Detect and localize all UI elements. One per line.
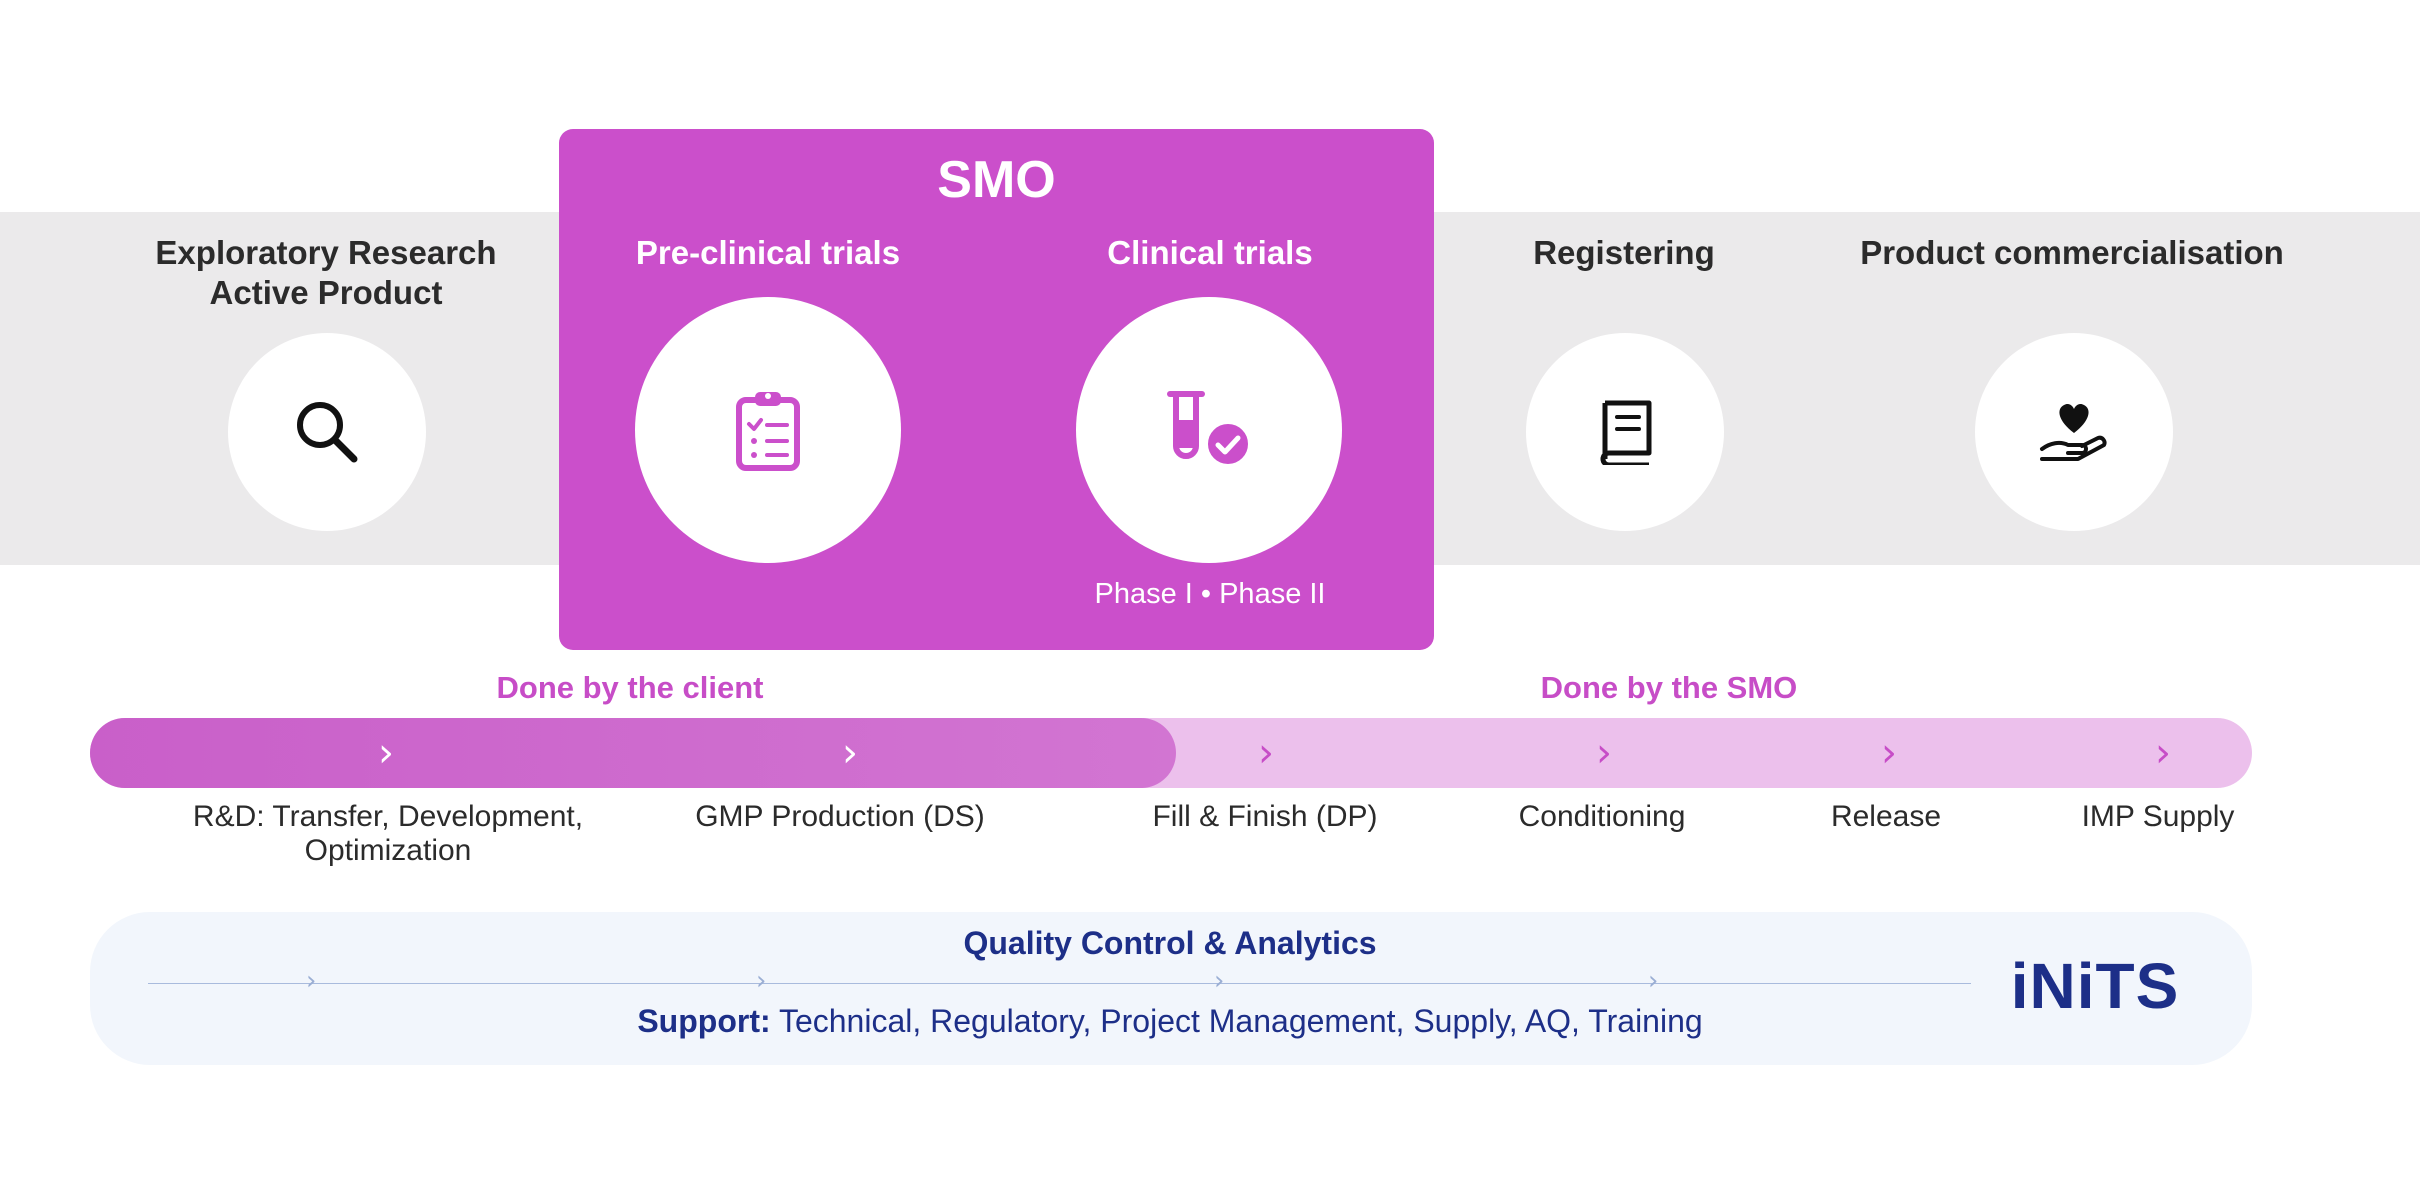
process-bar-client	[90, 718, 1176, 788]
stage-commercialisation-label: Product commercialisation	[1860, 234, 2284, 271]
step-imp-supply-label: IMP Supply	[2081, 800, 2235, 833]
stage-exploratory-label-line1: Exploratory Research	[155, 234, 497, 271]
step-rnd-label-line2: Optimization	[304, 834, 472, 867]
stage-preclinical-label: Pre-clinical trials	[635, 234, 901, 271]
book-icon	[1600, 400, 1652, 465]
stage-exploratory-label: Exploratory Research Active Product	[126, 233, 526, 313]
stage-registering-label: Registering	[1533, 234, 1715, 271]
quality-control-box	[90, 912, 2252, 1065]
chevron-right-icon: ›	[756, 966, 767, 996]
clipboard-checklist-icon	[736, 392, 800, 471]
stage-exploratory-circle	[228, 333, 426, 531]
done-by-smo-label: Done by the SMO	[1540, 670, 1798, 705]
stage-registering-circle	[1526, 333, 1724, 531]
chevron-right-icon: ›	[1214, 966, 1225, 996]
chevron-right-icon: ›	[1648, 966, 1659, 996]
support-label: Support:	[637, 1003, 771, 1039]
step-rnd-label: R&D: Transfer, Development, Optimization	[168, 800, 608, 868]
test-tube-check-icon	[1167, 391, 1252, 468]
step-rnd-label-line1: R&D: Transfer, Development,	[192, 800, 584, 833]
chevron-right-icon: ›	[2155, 730, 2171, 776]
stage-clinical-circle	[1076, 297, 1342, 563]
support-line: Support: Technical, Regulatory, Project …	[400, 1003, 1940, 1040]
hand-heart-icon	[2040, 403, 2107, 461]
support-text: Technical, Regulatory, Project Managemen…	[770, 1003, 1703, 1039]
stage-exploratory-label-line2: Active Product	[209, 274, 443, 311]
chevron-right-icon: ›	[378, 730, 394, 776]
chevron-right-icon: ›	[1596, 730, 1612, 776]
chevron-right-icon: ›	[306, 966, 317, 996]
inits-logo: iNiTS	[2011, 952, 2180, 1022]
stage-commercialisation-circle	[1975, 333, 2173, 531]
qc-timeline-line	[148, 983, 1971, 984]
stage-preclinical-circle	[635, 297, 901, 563]
stage-clinical-label: Clinical trials	[1107, 234, 1313, 271]
logo-text: iNiTS	[2011, 952, 2180, 1022]
chevron-right-icon: ›	[1881, 730, 1897, 776]
step-conditioning-label: Conditioning	[1518, 800, 1686, 833]
clinical-phase-note: Phase I • Phase II	[1094, 578, 1326, 610]
step-gmp-label: GMP Production (DS)	[695, 800, 985, 833]
step-release-label: Release	[1830, 800, 1942, 833]
chevron-right-icon: ›	[842, 730, 858, 776]
step-fill-finish-label: Fill & Finish (DP)	[1152, 800, 1378, 833]
chevron-right-icon: ›	[1258, 730, 1274, 776]
smo-title: SMO	[937, 151, 1056, 209]
done-by-client-label: Done by the client	[496, 670, 764, 705]
search-icon	[297, 402, 358, 463]
quality-control-title: Quality Control & Analytics	[963, 925, 1377, 961]
